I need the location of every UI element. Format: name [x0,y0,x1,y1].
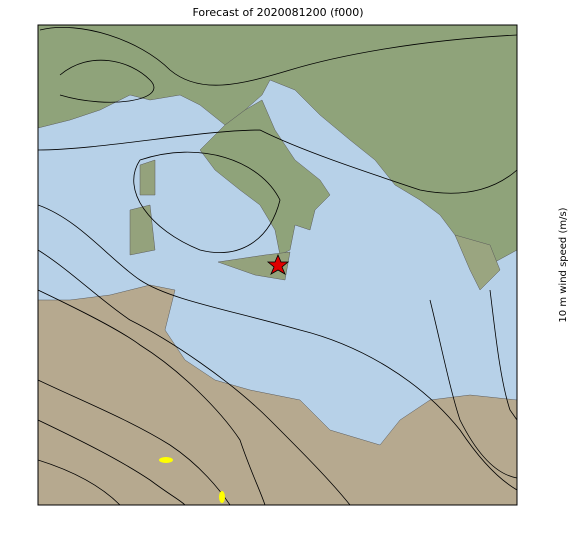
wind-highlight [219,491,225,503]
forecast-point [266,253,290,275]
wind-highlight [159,457,173,463]
map-frame [37,24,518,506]
isobars [38,27,517,505]
title: Forecast of 2020081200 (f000) [192,6,363,19]
map-area [38,25,517,505]
land [38,25,517,505]
colorbar-label: 10 m wind speed (m/s) [558,207,569,322]
